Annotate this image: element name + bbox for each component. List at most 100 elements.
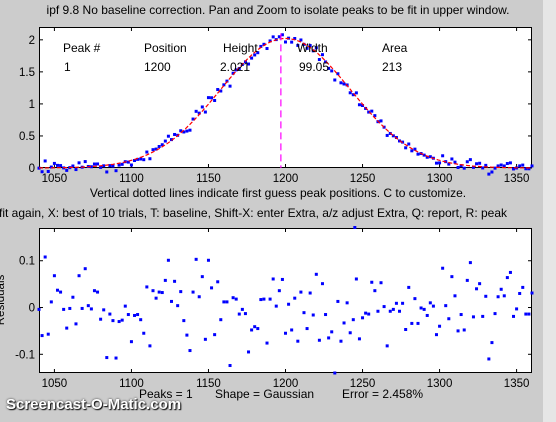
residual-point [176, 304, 180, 308]
residual-point [327, 336, 331, 340]
residuals-xtick-label: 1100 [119, 378, 144, 390]
data-point [234, 68, 238, 72]
residual-point [324, 313, 328, 317]
status-error: Error = 2.458% [342, 387, 424, 401]
right-scrollbar[interactable] [543, 0, 556, 422]
data-point [484, 163, 488, 167]
data-point [502, 164, 506, 168]
data-point [527, 167, 531, 171]
residual-point [499, 287, 503, 291]
residual-point [123, 304, 127, 308]
residual-point [431, 304, 435, 308]
residual-point [487, 357, 491, 361]
residual-point [419, 306, 423, 310]
residual-point [373, 289, 377, 293]
residual-point [237, 312, 241, 316]
data-point [173, 132, 177, 136]
residual-point [62, 307, 66, 311]
data-point [219, 89, 223, 93]
residuals-axis-group: 1050 1100 1150 1200 1250 1300 1350 -0.1 0 0.1 [15, 228, 532, 390]
data-point [151, 148, 155, 152]
residual-point [188, 349, 192, 353]
residual-point [391, 307, 395, 311]
residual-point [219, 318, 223, 322]
residuals-xtick-label: 1200 [273, 378, 299, 390]
data-point [370, 109, 374, 113]
data-point [114, 169, 118, 173]
residual-point [481, 314, 485, 318]
data-point [253, 53, 257, 57]
upper-axes[interactable] [39, 27, 532, 168]
data-point [160, 143, 164, 147]
residual-point [422, 307, 426, 311]
residuals-ylabel: Residuals [0, 275, 7, 326]
residual-point [210, 286, 214, 290]
data-point [197, 111, 201, 115]
residual-point [173, 279, 177, 283]
residual-point [459, 313, 463, 317]
residual-point [200, 275, 204, 279]
data-point [293, 37, 297, 41]
table-header: Position [144, 41, 187, 55]
data-point [262, 42, 266, 46]
data-point [499, 163, 503, 167]
data-point [126, 160, 130, 164]
residual-point [404, 328, 408, 331]
data-point [256, 51, 260, 55]
upper-xtick-label: 1250 [350, 173, 376, 185]
data-point [354, 91, 358, 95]
data-point [324, 60, 328, 64]
data-point [182, 130, 186, 134]
data-point [478, 161, 482, 165]
data-point [222, 83, 226, 87]
residual-point [351, 318, 355, 322]
residual-point [160, 291, 164, 295]
residual-point [465, 278, 469, 282]
residuals-axes[interactable] [39, 228, 532, 373]
residual-point [59, 290, 63, 294]
upper-ytick-label: 2 [29, 35, 35, 47]
fit-curve [39, 37, 532, 169]
data-point [441, 154, 445, 158]
residual-point [456, 329, 460, 333]
residual-point [398, 309, 402, 313]
residual-point [148, 344, 152, 348]
residual-point [136, 313, 140, 317]
data-point [339, 81, 343, 85]
data-point [52, 161, 56, 165]
residual-point [293, 296, 297, 300]
table-cell: 1200 [144, 60, 171, 74]
upper-xtick-label: 1150 [196, 173, 221, 185]
residual-point [68, 306, 72, 310]
residual-point [243, 312, 247, 316]
table-header: Area [382, 41, 408, 55]
residual-point [305, 327, 309, 331]
data-point [284, 40, 287, 44]
residual-point [407, 285, 411, 289]
data-point [385, 133, 389, 137]
residual-point [280, 277, 284, 281]
data-point [185, 129, 189, 133]
residual-point [353, 226, 357, 229]
data-point [434, 161, 438, 165]
upper-ytick-label: 1.5 [19, 67, 35, 79]
data-point [200, 105, 204, 109]
data-point [111, 164, 115, 168]
residual-point [471, 315, 475, 319]
residual-point [379, 281, 383, 285]
residual-point [145, 285, 149, 289]
residual-point [250, 328, 254, 332]
data-point [216, 88, 220, 92]
residual-point [468, 261, 472, 265]
residual-point [394, 301, 398, 305]
residual-point [475, 287, 479, 291]
residual-point [299, 290, 303, 294]
residual-point [518, 291, 522, 295]
table-cell: 1 [64, 60, 71, 74]
residuals-xtick-label: 1150 [196, 378, 221, 390]
screencast-watermark: Screencast-O-Matic.com [6, 396, 182, 413]
residual-point [401, 301, 405, 305]
residual-point [222, 300, 226, 304]
residual-point [284, 331, 287, 335]
data-point [299, 38, 303, 42]
